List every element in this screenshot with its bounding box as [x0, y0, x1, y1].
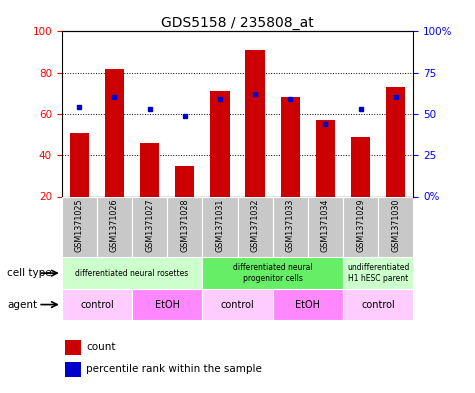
Text: control: control: [361, 299, 395, 310]
Bar: [62, 289, 132, 320]
Bar: [65, 362, 81, 377]
Text: EtOH: EtOH: [295, 299, 320, 310]
Text: GSM1371029: GSM1371029: [356, 198, 365, 252]
Bar: [343, 257, 413, 289]
Bar: [132, 289, 202, 320]
Bar: [202, 196, 238, 257]
Bar: [62, 257, 202, 289]
Bar: [97, 196, 132, 257]
Text: cell type: cell type: [7, 268, 52, 278]
Title: GDS5158 / 235808_at: GDS5158 / 235808_at: [161, 17, 314, 30]
Bar: [308, 196, 343, 257]
Text: GSM1371028: GSM1371028: [180, 198, 189, 252]
Text: count: count: [86, 342, 116, 352]
Text: GSM1371032: GSM1371032: [251, 198, 259, 252]
Bar: [281, 97, 300, 196]
Text: GSM1371025: GSM1371025: [75, 198, 84, 252]
Bar: [378, 196, 413, 257]
Bar: [175, 165, 194, 196]
Bar: [62, 196, 97, 257]
Text: percentile rank within the sample: percentile rank within the sample: [86, 364, 262, 374]
Bar: [65, 340, 81, 355]
Text: GSM1371030: GSM1371030: [391, 198, 400, 252]
Bar: [316, 120, 335, 196]
Text: GSM1371033: GSM1371033: [286, 198, 294, 252]
Text: undifferentiated
H1 hESC parent: undifferentiated H1 hESC parent: [347, 263, 409, 283]
Text: control: control: [220, 299, 255, 310]
Text: GSM1371026: GSM1371026: [110, 198, 119, 252]
Bar: [343, 196, 378, 257]
Bar: [273, 289, 343, 320]
Text: GSM1371027: GSM1371027: [145, 198, 154, 252]
Bar: [132, 196, 167, 257]
Bar: [105, 68, 124, 196]
Bar: [70, 132, 89, 196]
Text: GSM1371034: GSM1371034: [321, 198, 330, 252]
Bar: [202, 257, 343, 289]
Text: control: control: [80, 299, 114, 310]
Text: GSM1371031: GSM1371031: [216, 198, 224, 252]
Bar: [246, 50, 265, 196]
Bar: [238, 196, 273, 257]
Bar: [343, 289, 413, 320]
Bar: [167, 196, 202, 257]
Bar: [140, 143, 159, 196]
Bar: [273, 196, 308, 257]
Text: agent: agent: [7, 299, 37, 310]
Text: differentiated neural
progenitor cells: differentiated neural progenitor cells: [233, 263, 313, 283]
Bar: [202, 289, 273, 320]
Bar: [351, 137, 370, 196]
Bar: [386, 87, 405, 196]
Text: differentiated neural rosettes: differentiated neural rosettes: [76, 269, 189, 277]
Text: EtOH: EtOH: [155, 299, 180, 310]
Bar: [210, 91, 229, 196]
